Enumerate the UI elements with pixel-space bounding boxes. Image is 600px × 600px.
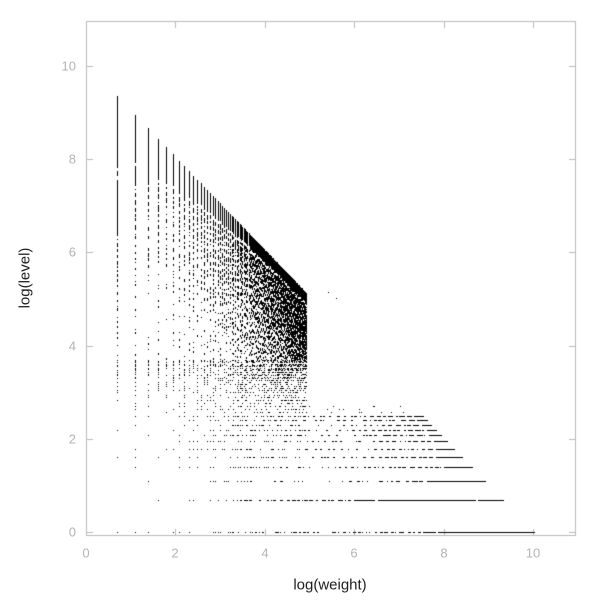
y-tick-label: 6 xyxy=(68,244,76,260)
y-tick-label: 0 xyxy=(68,524,76,540)
y-tick-label: 10 xyxy=(61,58,76,74)
y-axis-title: log(level) xyxy=(16,247,34,309)
x-tick-label: 4 xyxy=(261,545,269,561)
x-tick-label: 8 xyxy=(440,545,448,561)
y-tick-label: 8 xyxy=(68,151,76,167)
x-tick-label: 2 xyxy=(171,545,179,561)
y-tick-label: 2 xyxy=(68,431,76,447)
x-axis-title: log(weight) xyxy=(293,576,367,594)
y-tick-label: 4 xyxy=(68,338,76,354)
x-tick-label: 0 xyxy=(82,545,90,561)
x-tick-label: 10 xyxy=(525,545,541,561)
x-tick-label: 6 xyxy=(350,545,358,561)
